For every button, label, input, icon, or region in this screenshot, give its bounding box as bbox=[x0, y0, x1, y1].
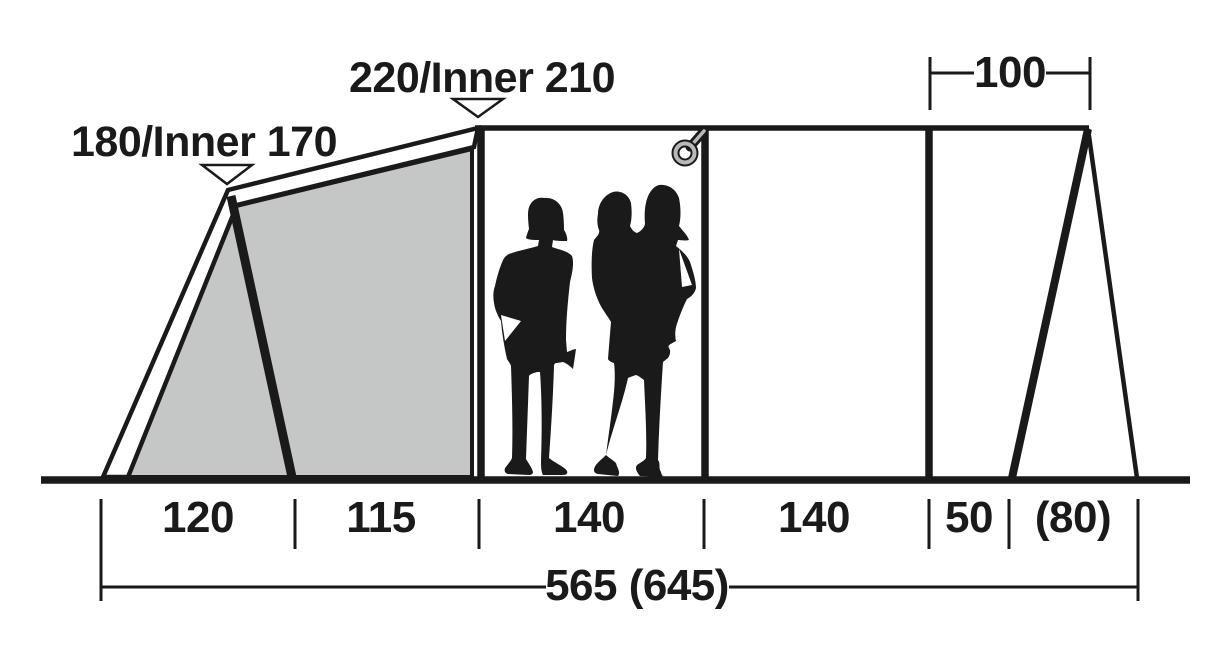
top-measure-label: 100 bbox=[974, 48, 1046, 97]
people-silhouettes bbox=[493, 184, 696, 477]
section-label-5: 50 bbox=[945, 493, 993, 542]
tent-structure bbox=[41, 124, 1190, 484]
height-label-main: 220/Inner 210 bbox=[349, 54, 615, 102]
adult-arm-notch bbox=[501, 315, 521, 341]
height-label-front: 180/Inner 170 bbox=[71, 118, 337, 166]
bottom-section-ticks bbox=[99, 499, 1140, 601]
hanging-ring-icon bbox=[671, 126, 709, 167]
arrow-down-icon bbox=[449, 97, 507, 119]
section-label-2: 115 bbox=[346, 493, 416, 542]
section-label-6: (80) bbox=[1035, 493, 1111, 542]
section-label-3: 140 bbox=[553, 493, 625, 542]
arrow-down-icon bbox=[198, 163, 256, 186]
standing-adult-silhouette bbox=[493, 197, 576, 475]
rear-pole-line bbox=[1008, 128, 1092, 479]
adult-with-child-silhouette bbox=[591, 184, 696, 477]
adult2-arm-notch bbox=[679, 249, 692, 287]
total-length-label: 565 (645) bbox=[545, 561, 729, 610]
top-measure-bracket bbox=[928, 57, 1092, 110]
dimension-annotations: 180/Inner 170 220/Inner 210 100 120 115 … bbox=[71, 48, 1140, 610]
inner-tent-front-pole bbox=[226, 195, 297, 478]
rear-guy-line bbox=[1085, 128, 1140, 479]
section-label-1: 120 bbox=[162, 493, 234, 542]
section-label-4: 140 bbox=[778, 493, 850, 542]
